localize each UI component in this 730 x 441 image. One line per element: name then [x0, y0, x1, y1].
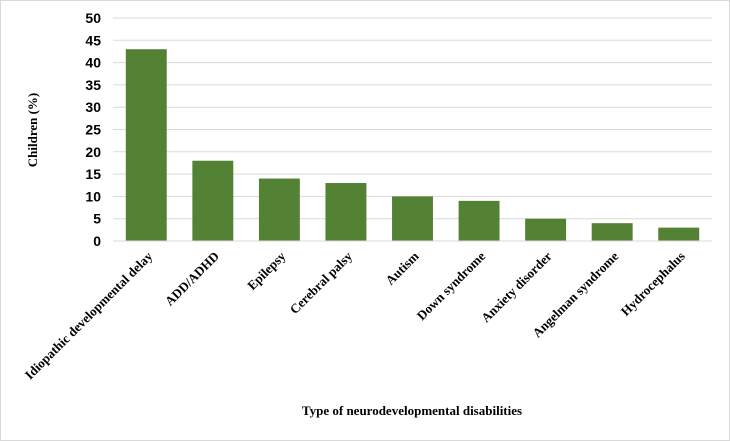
x-tick-label: ADD/ADHD — [162, 249, 222, 309]
bar-autism — [392, 196, 433, 241]
x-tick-label: Autism — [382, 248, 421, 287]
y-tick-label: 45 — [85, 32, 101, 48]
y-axis-ticks: 0 5 10 15 20 25 30 35 40 45 50 — [85, 10, 101, 249]
bars — [125, 49, 700, 241]
y-axis-title: Children (%) — [25, 93, 40, 168]
x-tick-label: Cerebral palsy — [287, 248, 356, 317]
x-axis-title: Type of neurodevelopmental disabilities — [302, 403, 522, 418]
y-tick-label: 50 — [85, 10, 101, 26]
y-tick-label: 40 — [85, 55, 101, 71]
bar-epilepsy — [258, 178, 300, 241]
y-tick-label: 20 — [85, 144, 101, 160]
bar-idiopathic-developmental-delay — [125, 49, 167, 241]
y-tick-label: 35 — [85, 77, 101, 93]
x-tick-label: Hydrocephalus — [618, 249, 688, 319]
x-axis-category-labels: Idiopathic developmental delay ADD/ADHD Ep… — [22, 248, 688, 382]
y-tick-label: 30 — [85, 99, 101, 115]
bar-down-syndrome — [458, 200, 500, 241]
y-tick-label: 25 — [85, 122, 101, 138]
x-tick-label: Anxiety disorder — [478, 248, 555, 325]
bar-anxiety-disorder — [525, 218, 567, 241]
bar-add-adhd — [192, 160, 234, 241]
y-tick-label: 10 — [85, 188, 101, 204]
x-tick-label: Epilepsy — [244, 248, 289, 293]
x-tick-label: Down syndrome — [414, 248, 489, 323]
bar-hydrocephalus — [658, 227, 700, 241]
y-tick-label: 5 — [93, 211, 101, 227]
y-tick-label: 0 — [93, 233, 101, 249]
bar-angelman-syndrome — [591, 223, 633, 241]
x-tick-label: Idiopathic developmental delay — [22, 248, 156, 382]
y-tick-label: 15 — [85, 166, 101, 182]
bar-cerebral-palsy — [325, 183, 367, 241]
